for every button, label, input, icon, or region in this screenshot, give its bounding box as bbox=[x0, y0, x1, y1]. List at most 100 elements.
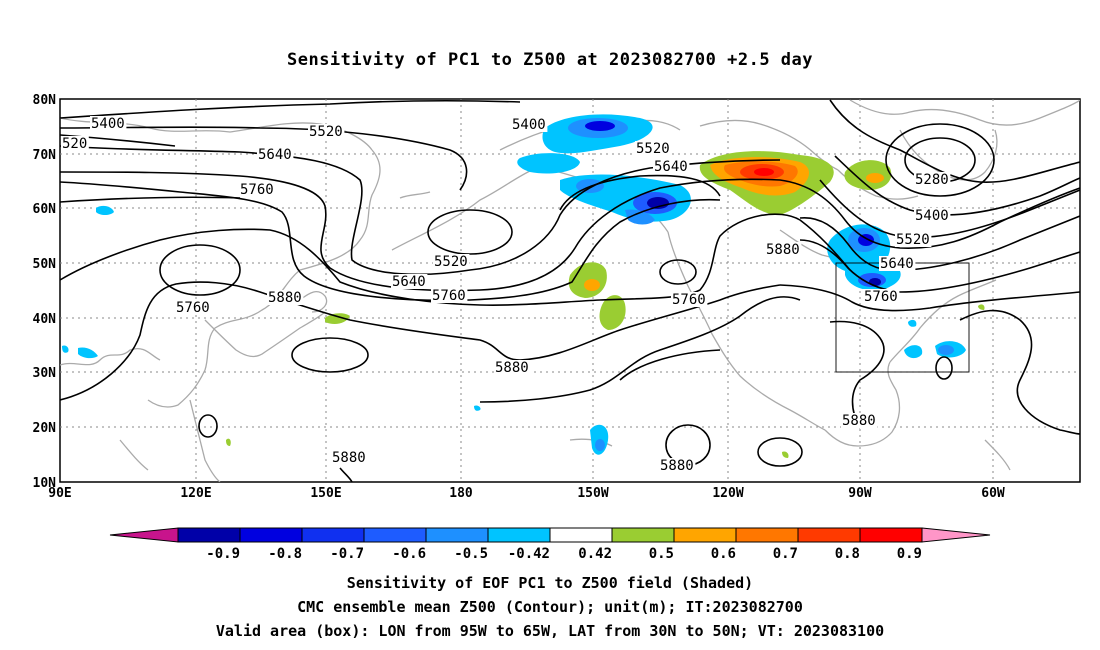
contour-label-bg bbox=[308, 124, 345, 139]
contour-label-bg bbox=[653, 159, 690, 174]
colorbar-label: -0.7 bbox=[330, 546, 364, 562]
caption-line-3: Valid area (box): LON from 95W to 65W, L… bbox=[215, 622, 885, 640]
contour-label-bg bbox=[765, 242, 802, 257]
contour-label-bg bbox=[391, 274, 428, 289]
contour-label: 5760 bbox=[240, 182, 274, 198]
contour-label: 5640 bbox=[258, 147, 292, 163]
lon-label: 180 bbox=[449, 486, 473, 501]
colorbar-swatch bbox=[487, 527, 551, 543]
colorbar-label: -0.6 bbox=[392, 546, 426, 562]
colorbar-swatch bbox=[301, 527, 365, 543]
colorbar-swatch bbox=[177, 527, 241, 543]
contour-labels: 5400 5520 520 5640 5760 5400 5520 5640 5520 5640 5… bbox=[61, 116, 951, 474]
contour-label: 5280 bbox=[915, 172, 949, 188]
lat-label: 40N bbox=[33, 312, 57, 327]
colorbar: -0.9 -0.8 -0.7 -0.6 -0.5 -0.42 0.42 0.5 0.6 0.7 0.… bbox=[109, 527, 991, 562]
contour-label: 5880 bbox=[842, 413, 876, 429]
contour-label-bg bbox=[267, 290, 304, 305]
contour-label: 5520 bbox=[434, 254, 468, 270]
colorbar-swatch bbox=[859, 527, 923, 543]
colorbar-swatch bbox=[673, 527, 737, 543]
contour-label: 5760 bbox=[176, 300, 210, 316]
colorbar-swatch bbox=[549, 527, 613, 543]
contour-label: 5520 bbox=[636, 141, 670, 157]
contour-label-bg bbox=[635, 141, 672, 156]
lat-label: 20N bbox=[33, 421, 57, 436]
colorbar-swatch bbox=[797, 527, 861, 543]
contour-label: 5520 bbox=[309, 124, 343, 140]
colorbar-swatch bbox=[425, 527, 489, 543]
colorbar-label: 0.42 bbox=[578, 546, 612, 562]
contour-label-bg bbox=[671, 292, 708, 307]
colorbar-label: -0.5 bbox=[454, 546, 488, 562]
colorbar-label: -0.8 bbox=[268, 546, 302, 562]
contour-label: 5760 bbox=[672, 292, 706, 308]
colorbar-label: 0.8 bbox=[835, 546, 860, 562]
colorbar-swatch bbox=[611, 527, 675, 543]
contour-label-bg bbox=[61, 136, 89, 151]
contour-label-bg bbox=[879, 256, 916, 271]
contour-label: 5880 bbox=[766, 242, 800, 258]
colorbar-swatch bbox=[239, 527, 303, 543]
colorbar-label: 0.5 bbox=[649, 546, 674, 562]
lon-label: 90E bbox=[48, 486, 71, 501]
contour-label: 5760 bbox=[864, 289, 898, 305]
lon-label: 150W bbox=[577, 486, 608, 501]
contour-label-bg bbox=[494, 360, 531, 375]
contour-label-bg bbox=[239, 182, 276, 197]
contour-label-bg bbox=[914, 208, 951, 223]
contour-label-bg bbox=[511, 117, 548, 132]
colorbar-label: 0.6 bbox=[711, 546, 736, 562]
lon-axis-labels: 90E 120E 150E 180 150W 120W 90W 60W bbox=[48, 486, 1005, 501]
contour-label: 5400 bbox=[91, 116, 125, 132]
contour-label: 5400 bbox=[512, 117, 546, 133]
lon-label: 150E bbox=[310, 486, 341, 501]
contour-label: 5880 bbox=[332, 450, 366, 466]
sensitivity-shading bbox=[62, 114, 985, 458]
contour-label: 5640 bbox=[654, 159, 688, 175]
contour-label: 5400 bbox=[915, 208, 949, 224]
lon-label: 90W bbox=[848, 486, 872, 501]
contour-label: 520 bbox=[62, 136, 87, 152]
colorbar-swatch bbox=[735, 527, 799, 543]
contour-label-bg bbox=[257, 147, 294, 162]
contour-label: 5880 bbox=[495, 360, 529, 376]
lat-label: 70N bbox=[33, 148, 57, 163]
lon-label: 60W bbox=[981, 486, 1005, 501]
colorbar-low-extend bbox=[109, 527, 179, 543]
contour-label-bg bbox=[895, 232, 932, 247]
colorbar-label: 0.9 bbox=[897, 546, 922, 562]
colorbar-label: 0.7 bbox=[773, 546, 798, 562]
lat-label: 60N bbox=[33, 202, 57, 217]
contour-label-bg bbox=[331, 450, 368, 465]
contour-label: 5880 bbox=[660, 458, 694, 474]
contour-label-bg bbox=[841, 413, 878, 428]
caption-line-2: CMC ensemble mean Z500 (Contour); unit(m… bbox=[297, 598, 803, 616]
lat-label: 10N bbox=[33, 476, 57, 491]
lat-label: 30N bbox=[33, 366, 57, 381]
lon-label: 120E bbox=[180, 486, 211, 501]
contour-label: 5640 bbox=[392, 274, 426, 290]
contour-label-bg bbox=[914, 172, 951, 187]
plot-title: Sensitivity of PC1 to Z500 at 2023082700… bbox=[286, 50, 813, 70]
colorbar-high-extend bbox=[921, 527, 991, 543]
contour-label-bg bbox=[431, 288, 468, 303]
contour-label: 5520 bbox=[896, 232, 930, 248]
colorbar-label: -0.42 bbox=[508, 546, 550, 562]
lat-label: 50N bbox=[33, 257, 57, 272]
map-frame bbox=[59, 98, 1081, 483]
contour-label: 5880 bbox=[268, 290, 302, 306]
contour-label: 5640 bbox=[880, 256, 914, 272]
contour-label-bg bbox=[863, 289, 900, 304]
contour-label-bg bbox=[90, 116, 127, 131]
lat-axis-labels: 80N 70N 60N 50N 40N 30N 20N 10N bbox=[33, 93, 57, 491]
caption-line-1: Sensitivity of EOF PC1 to Z500 field (Sh… bbox=[346, 574, 754, 592]
colorbar-swatch bbox=[363, 527, 427, 543]
contour-label: 5760 bbox=[432, 288, 466, 304]
contour-label-bg bbox=[175, 300, 212, 315]
colorbar-label: -0.9 bbox=[206, 546, 240, 562]
contour-label-bg bbox=[659, 458, 696, 473]
lat-label: 80N bbox=[33, 93, 57, 108]
contour-label-bg bbox=[433, 254, 470, 269]
